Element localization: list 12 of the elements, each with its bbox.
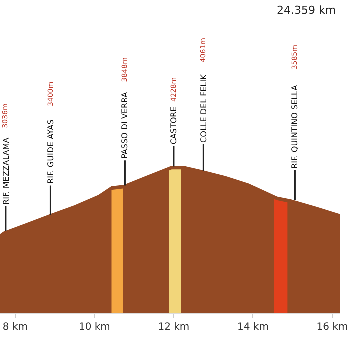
- annotation: RIF. MEZZALAMA: [2, 137, 11, 205]
- text: 24.359 km: [277, 4, 336, 17]
- annotation: RIF. QUINTINO SELLA: [290, 84, 300, 169]
- annotation: RIF. GUIDE AYAS: [46, 120, 56, 184]
- annotation: COLLE DEL FELIK: [199, 74, 208, 144]
- x-tick-label: 10 km: [78, 322, 110, 333]
- annotation: CASTORE: [169, 106, 178, 145]
- x-tick-label: 14 km: [238, 322, 269, 333]
- x-tick-label: 16 km: [316, 322, 348, 333]
- x-tick-label: 12 km: [158, 322, 190, 333]
- x-tick-label: 8 km: [2, 322, 28, 333]
- annotation: PASSO DI VERRA: [120, 92, 130, 159]
